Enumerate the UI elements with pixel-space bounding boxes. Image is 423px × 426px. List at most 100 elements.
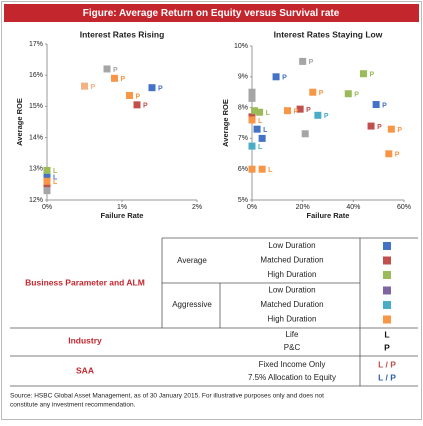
point-label: P [369, 72, 374, 79]
row-label: Fixed Income Only [259, 360, 326, 369]
x-axis-label: Failure Rate [307, 211, 350, 220]
point-label: P [354, 92, 359, 99]
point [248, 116, 256, 124]
group-label: Business Parameter and ALM [25, 277, 145, 287]
legend-swatch [383, 256, 391, 265]
chart-title: Interest Rates Rising [80, 29, 165, 39]
subgroup-label: Aggressive [172, 300, 212, 309]
point [309, 88, 317, 96]
legend-key: L / P [378, 359, 396, 369]
point-label: P [143, 103, 148, 110]
point [283, 107, 291, 115]
y-tick-label: 15% [29, 103, 43, 110]
point [43, 182, 51, 190]
point [43, 177, 51, 185]
point [103, 65, 111, 73]
point-label: L [53, 174, 58, 181]
title-bar [4, 4, 419, 22]
subgroup-label: Average [177, 256, 207, 265]
y-tick-label: 5% [238, 197, 248, 204]
point-label: P [397, 127, 402, 134]
row-label: Low Duration [268, 241, 315, 250]
x-tick-label: 0% [42, 204, 52, 211]
x-tick-label: 0% [247, 204, 257, 211]
point [251, 107, 259, 115]
point-label: P [136, 93, 141, 100]
x-tick-label: 1% [117, 204, 127, 211]
point [258, 165, 266, 173]
y-tick-label: 6% [238, 166, 248, 173]
y-tick-label: 10% [234, 43, 248, 50]
point-label: P [121, 76, 126, 83]
y-tick-label: 13% [29, 166, 43, 173]
legend-key: L / P [378, 372, 396, 382]
point [43, 166, 51, 174]
legend-key: P [384, 342, 390, 352]
row-label: High Duration [268, 270, 317, 279]
y-tick-label: 17% [29, 41, 43, 48]
point-label: L [268, 167, 273, 174]
legend-swatch [383, 271, 391, 279]
point-label: L [266, 110, 271, 117]
point-label: P [113, 67, 118, 74]
legend-swatch [383, 301, 391, 309]
group-label: SAA [76, 365, 94, 375]
row-label: Life [286, 330, 299, 339]
point [314, 111, 322, 119]
point [248, 142, 256, 150]
point-label: P [395, 152, 400, 159]
x-tick-label: 60% [397, 204, 411, 211]
point-label: L [258, 118, 263, 125]
point-label: P [158, 86, 163, 93]
point-label: P [91, 84, 96, 91]
y-tick-label: 14% [29, 134, 43, 141]
point [258, 134, 266, 142]
group-label: Industry [68, 335, 102, 345]
point [248, 165, 256, 173]
point-label: L [53, 179, 58, 186]
point [43, 173, 51, 181]
point-label: P [324, 113, 329, 120]
point [43, 187, 51, 195]
point [372, 101, 380, 109]
point-label: L [53, 168, 58, 175]
point [148, 84, 156, 92]
y-tick-label: 12% [29, 197, 43, 204]
x-tick-label: 20% [296, 204, 310, 211]
point-label: P [377, 124, 382, 131]
point [81, 82, 88, 90]
y-tick-label: 9% [238, 74, 248, 81]
legend-swatch [383, 315, 391, 324]
point [253, 125, 261, 133]
point [367, 122, 375, 130]
source-note: constitute any investment recommendation… [10, 402, 136, 409]
y-tick-label: 8% [238, 104, 248, 111]
legend-table: Business Parameter and ALM Average Aggre… [10, 237, 418, 387]
y-tick-label: 16% [29, 72, 43, 79]
point [248, 88, 256, 96]
point-label: P [319, 90, 324, 97]
row-label: Low Duration [268, 286, 315, 295]
point [299, 57, 307, 65]
point-label: L [258, 144, 263, 151]
source-note: Source: HSBC Global Asset Management, as… [10, 393, 324, 400]
point [301, 130, 309, 138]
row-label: High Duration [268, 315, 317, 324]
legend-key: L [384, 329, 389, 339]
row-label: Matched Duration [260, 300, 323, 309]
point [296, 105, 304, 113]
row-label: 7.5% Allocation to Equity [248, 373, 336, 382]
point [385, 150, 393, 158]
figure-title: Figure: Average Return on Equity versus … [83, 8, 340, 19]
point-label: P [306, 107, 311, 114]
point [387, 125, 395, 133]
point-label: P [382, 102, 387, 109]
point-label: P [282, 75, 287, 82]
point [248, 94, 256, 102]
y-tick-label: 7% [238, 135, 248, 142]
row-label: Matched Duration [260, 256, 323, 265]
x-tick-label: 40% [346, 204, 360, 211]
point-label: L [263, 127, 268, 134]
point [133, 101, 141, 109]
